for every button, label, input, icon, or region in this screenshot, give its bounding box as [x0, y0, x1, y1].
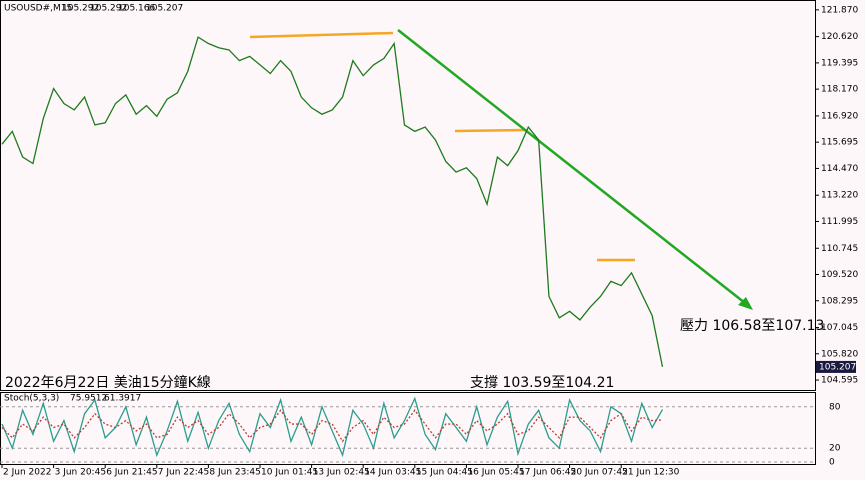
y-tick-label: 115.695 — [821, 138, 858, 148]
trend-arrow — [738, 297, 753, 310]
x-tick-label: 8 Jun 23:45 — [209, 468, 260, 478]
x-tick-label: 15 Jun 04:45 — [416, 468, 473, 478]
price-line — [1, 36, 664, 368]
x-tick-label: 17 Jun 06:45 — [519, 468, 576, 478]
resistance-line — [454, 128, 526, 133]
annotation: 壓力 106.58至107.13 — [680, 318, 824, 334]
x-tick-label: 16 Jun 05:45 — [467, 468, 524, 478]
annotation: 2022年6月22日 美油15分鐘K線 — [5, 374, 211, 391]
y-tick-label: 107.045 — [821, 323, 858, 333]
y-tick-label: 121.870 — [821, 5, 858, 15]
trend-line — [397, 29, 746, 304]
stoch-tick-label: 80 — [829, 402, 841, 412]
y-tick-label: 104.595 — [821, 376, 858, 386]
x-tick-label: 14 Jun 03:45 — [364, 468, 421, 478]
y-tick-label: 108.295 — [821, 296, 858, 306]
y-tick-label: 110.745 — [821, 244, 858, 254]
y-tick-label: 109.520 — [821, 270, 858, 280]
open: 105.292 — [62, 4, 99, 14]
stoch-signal: 61.3917 — [104, 394, 141, 404]
y-tick-label: 119.395 — [821, 58, 858, 68]
last-price-box — [816, 360, 856, 373]
y-tick-label: 118.170 — [821, 85, 858, 95]
stoch-tick-label: 0 — [829, 458, 835, 468]
y-tick-label: 113.220 — [821, 191, 858, 201]
symbol: USOUSD#,M15 — [4, 4, 72, 14]
last-price-label: 105.207 — [819, 362, 856, 372]
x-tick-label: 13 Jun 02:45 — [313, 468, 370, 478]
stoch-tick-label: 20 — [829, 444, 841, 454]
x-tick-label: 2 Jun 2022 — [3, 468, 51, 478]
y-tick-label: 116.920 — [821, 111, 858, 121]
y-tick-label: 105.820 — [821, 349, 858, 359]
x-tick-label: 3 Jun 20:45 — [55, 468, 106, 478]
x-tick-label: 21 Jun 12:30 — [622, 468, 679, 478]
stoch-panel — [0, 392, 816, 465]
annotation: 支撐 103.59至104.21 — [470, 375, 614, 391]
x-tick-label: 7 Jun 22:45 — [158, 468, 209, 478]
close: 105.207 — [146, 4, 183, 14]
stoch-line — [1, 409, 663, 443]
y-tick-label: 114.470 — [821, 164, 858, 174]
x-tick-label: 10 Jun 01:45 — [261, 468, 318, 478]
y-tick-label: 120.620 — [821, 32, 858, 42]
x-tick-label: 6 Jun 21:45 — [106, 468, 157, 478]
stoch-name: Stoch(5,3,3) — [4, 394, 59, 404]
low: 105.166 — [118, 4, 155, 14]
stoch-line — [1, 396, 664, 458]
x-tick-label: 20 Jun 07:45 — [571, 468, 628, 478]
y-tick-label: 111.995 — [821, 217, 858, 227]
stoch-main: 75.9512 — [70, 394, 107, 404]
high: 105.292 — [90, 4, 127, 14]
resistance-line — [249, 31, 394, 39]
